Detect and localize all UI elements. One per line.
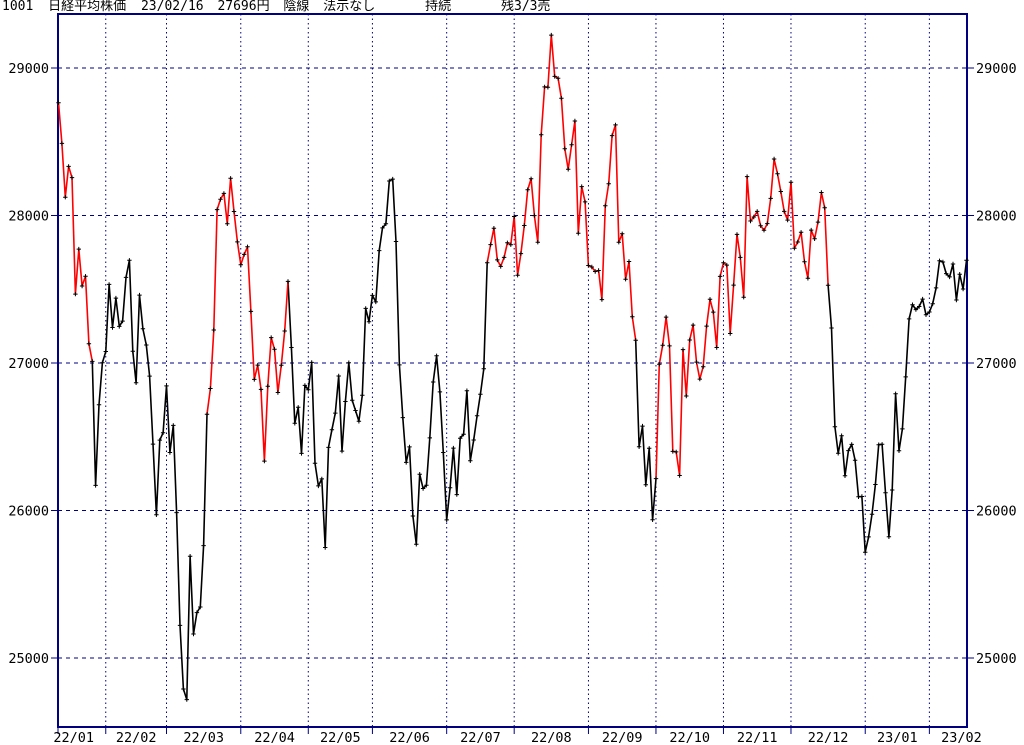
x-tick-label: 23/02 [941, 730, 982, 745]
y-tick-label-right: 27000 [976, 356, 1017, 372]
y-tick-label-left: 29000 [8, 61, 49, 77]
header-code: 1001 [2, 0, 34, 14]
x-tick-label: 23/01 [877, 730, 918, 745]
x-tick-label: 22/06 [389, 730, 430, 745]
x-tick-label: 22/08 [531, 730, 572, 745]
x-tick-label: 22/03 [183, 730, 224, 745]
x-axis-labels: 22/01 22/02 22/03 22/04 22/05 22/06 22/07 22/08… [53, 730, 981, 745]
y-tick-label-right: 28000 [976, 209, 1017, 225]
header-date: 23/02/16 [140, 0, 204, 14]
x-tick-label: 22/04 [254, 730, 295, 745]
x-tick-label: 22/01 [53, 730, 94, 745]
x-tick-label: 22/02 [116, 730, 157, 745]
vertical-gridlines [105, 14, 930, 727]
y-tick-label-left: 25000 [8, 651, 49, 667]
price-line-red [57, 34, 829, 480]
plus-marker-path [56, 32, 969, 702]
y-tick-label-left: 28000 [8, 209, 49, 225]
header-price: 27696円 [217, 0, 270, 14]
header-candle-type: 陰線 [283, 0, 310, 14]
price-line [57, 34, 968, 701]
y-tick-label-left: 27000 [8, 356, 49, 372]
y-tick-label-right: 29000 [976, 61, 1017, 77]
y-axis-labels-right: 25000 26000 27000 28000 29000 [976, 61, 1017, 667]
x-tick-label: 22/10 [669, 730, 710, 745]
y-tick-label-right: 26000 [976, 504, 1017, 520]
header-status: 持続 [425, 0, 452, 14]
daily-close-markers [56, 32, 969, 702]
y-tick-label-left: 26000 [8, 504, 49, 520]
x-tick-label: 22/07 [460, 730, 501, 745]
x-tick-label: 22/05 [320, 730, 361, 745]
x-tick-label: 22/09 [602, 730, 643, 745]
plot-border [57, 13, 968, 728]
y-axis-labels-left: 25000 26000 27000 28000 29000 [8, 61, 49, 667]
x-tick-label: 22/11 [737, 730, 778, 745]
y-tick-label-right: 25000 [976, 651, 1017, 667]
header-position: 残3/3売 [500, 0, 551, 14]
chart-header: 1001 日経平均株価 23/02/16 27696円 陰線 法示なし 持続 残… [2, 0, 550, 14]
header-display-mode: 法示なし [323, 0, 376, 14]
axis-ticks [51, 67, 974, 734]
x-tick-label: 22/12 [808, 730, 849, 745]
horizontal-gridlines [58, 67, 967, 659]
price-line-black [91, 178, 968, 701]
header-symbol-name: 日経平均株価 [48, 0, 127, 14]
